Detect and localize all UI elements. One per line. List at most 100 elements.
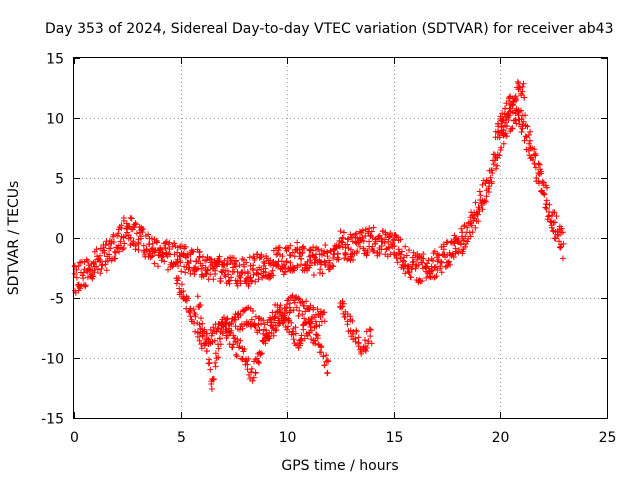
data-point — [78, 282, 85, 289]
data-point — [525, 132, 532, 138]
data-point — [127, 234, 134, 241]
data-point — [249, 377, 256, 384]
data-point — [250, 374, 257, 381]
data-point — [252, 278, 259, 285]
data-point — [556, 244, 563, 251]
data-point — [299, 311, 306, 318]
data-point — [276, 317, 283, 324]
data-point — [461, 223, 468, 230]
data-point — [543, 197, 550, 204]
data-point — [310, 272, 317, 278]
data-point — [107, 245, 114, 252]
data-point — [500, 140, 507, 147]
data-point — [75, 263, 82, 269]
data-point — [91, 269, 98, 276]
data-point — [103, 267, 110, 274]
data-point — [73, 274, 80, 281]
chart-title: Day 353 of 2024, Sidereal Day-to-day VTE… — [45, 21, 614, 37]
data-point — [513, 120, 520, 127]
data-point — [182, 269, 189, 276]
data-point — [362, 337, 368, 344]
data-points — [71, 78, 567, 392]
data-point — [237, 280, 244, 287]
data-point — [234, 353, 240, 360]
data-point — [319, 270, 326, 277]
data-point — [286, 300, 293, 307]
data-point — [488, 178, 495, 185]
data-point — [289, 328, 296, 335]
data-point — [505, 110, 512, 117]
data-point — [146, 241, 153, 248]
data-point — [206, 359, 213, 366]
data-point — [132, 221, 139, 228]
y-tick-label: -15 — [41, 412, 64, 428]
data-point — [128, 215, 135, 222]
data-point — [430, 257, 436, 264]
data-point — [498, 123, 505, 130]
data-point — [71, 270, 78, 277]
data-point — [320, 353, 327, 360]
data-point — [391, 243, 398, 249]
data-point — [457, 240, 464, 247]
data-point — [201, 326, 208, 333]
data-point — [543, 205, 550, 212]
data-point — [349, 238, 356, 245]
data-point — [153, 238, 160, 245]
data-point — [131, 224, 138, 231]
data-point — [522, 133, 529, 140]
data-point — [241, 346, 248, 353]
data-point — [327, 247, 334, 254]
data-point — [366, 225, 373, 232]
data-point — [217, 341, 224, 348]
data-point — [275, 322, 281, 329]
data-point — [234, 311, 241, 318]
data-point — [292, 324, 299, 331]
data-point — [255, 358, 262, 365]
data-point — [245, 355, 252, 362]
data-point — [220, 323, 227, 330]
data-point — [115, 230, 122, 237]
data-point — [203, 348, 210, 355]
data-point — [518, 129, 525, 135]
data-point — [323, 352, 330, 359]
data-point — [233, 351, 239, 358]
x-tick-label: 10 — [279, 430, 297, 446]
data-point — [321, 258, 328, 265]
data-point — [207, 366, 214, 373]
data-point — [403, 252, 410, 259]
data-point — [93, 246, 100, 253]
data-point — [410, 258, 417, 265]
data-point — [198, 345, 205, 352]
data-point — [316, 322, 323, 329]
data-point — [301, 335, 308, 342]
data-point — [464, 238, 471, 245]
data-point — [112, 255, 119, 262]
data-point — [483, 198, 489, 205]
data-point — [208, 332, 215, 339]
data-point — [374, 249, 380, 256]
data-point — [175, 275, 182, 281]
data-point — [298, 255, 304, 262]
data-point — [432, 263, 439, 270]
data-point — [406, 247, 412, 254]
data-point — [420, 255, 427, 262]
data-point — [166, 239, 173, 246]
data-point — [250, 308, 256, 314]
data-point — [159, 253, 166, 260]
data-point — [559, 229, 566, 236]
data-point — [330, 263, 337, 270]
data-point — [347, 246, 354, 253]
data-point — [286, 252, 293, 259]
data-point — [535, 160, 542, 167]
data-point — [335, 242, 342, 249]
data-point — [479, 181, 486, 188]
data-point — [496, 152, 503, 159]
data-point — [101, 249, 108, 256]
data-point — [435, 252, 442, 259]
data-point — [196, 321, 203, 328]
data-point — [236, 262, 243, 269]
data-point — [285, 246, 292, 252]
data-point — [198, 341, 205, 348]
data-point — [541, 191, 548, 198]
data-point — [270, 332, 277, 339]
